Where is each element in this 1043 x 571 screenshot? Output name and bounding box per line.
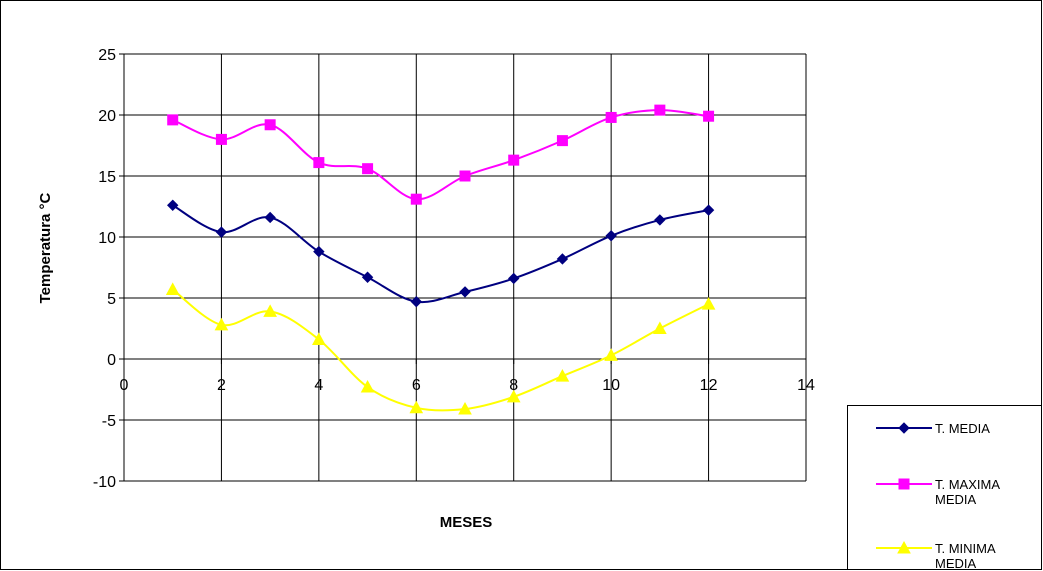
x-tick-label: 8 — [509, 377, 518, 394]
y-tick-label: -5 — [102, 413, 116, 430]
x-tick-label: 0 — [120, 377, 129, 394]
x-tick-label: 12 — [700, 377, 718, 394]
data-point-t-minima-media — [165, 282, 180, 295]
data-point-t-maxima-media — [362, 163, 374, 175]
data-point-t-minima-media — [458, 401, 472, 415]
legend-marker-t-maxima-media — [898, 478, 910, 490]
data-point-t-media — [459, 286, 471, 298]
data-point-t-maxima-media — [459, 170, 471, 182]
data-point-t-maxima-media — [410, 193, 422, 205]
y-tick-label: 25 — [98, 47, 116, 64]
series-t-minima-media — [165, 282, 716, 415]
x-tick-label: 4 — [314, 377, 323, 394]
series-t-maxima-media — [167, 104, 715, 205]
x-axis-label: MESES — [440, 514, 493, 531]
legend-label-t-maxima-media: T. MAXIMA — [935, 477, 1000, 492]
x-tick-label: 10 — [602, 377, 620, 394]
y-tick-label: 0 — [107, 352, 116, 369]
data-point-t-media — [605, 230, 617, 242]
legend-label-t-minima-media: T. MINIMA — [935, 541, 996, 556]
data-point-t-media — [215, 226, 228, 238]
x-tick-label: 6 — [412, 377, 421, 394]
data-point-t-media — [264, 211, 276, 224]
legend-label-t-minima-media: MEDIA — [935, 556, 977, 571]
data-point-t-minima-media — [263, 304, 277, 317]
data-point-t-media — [556, 253, 569, 265]
data-point-t-media — [361, 271, 374, 283]
y-tick-label: 10 — [98, 230, 116, 247]
data-point-t-minima-media — [214, 317, 229, 331]
data-point-t-maxima-media — [508, 154, 520, 166]
legend-box — [847, 405, 1042, 570]
y-tick-label: 20 — [98, 108, 116, 125]
data-point-t-maxima-media — [215, 133, 227, 145]
data-point-t-maxima-media — [703, 110, 715, 122]
data-point-t-minima-media — [604, 348, 618, 361]
data-point-t-minima-media — [555, 369, 570, 382]
data-point-t-minima-media — [312, 332, 326, 345]
data-point-t-maxima-media — [605, 111, 617, 123]
data-point-t-minima-media — [701, 297, 716, 310]
series-t-media — [167, 199, 715, 308]
data-point-t-minima-media — [360, 380, 375, 393]
data-point-t-minima-media — [653, 321, 667, 334]
data-point-t-minima-media — [506, 389, 521, 403]
data-point-t-media — [654, 214, 666, 226]
y-tick-label: 15 — [98, 169, 116, 186]
legend-label-t-media: T. MEDIA — [935, 421, 990, 436]
data-point-t-maxima-media — [264, 119, 276, 131]
data-point-t-minima-media — [409, 400, 424, 414]
legend-item-t-media: T. MEDIA — [876, 421, 990, 436]
axes: -10 -5 0 5 10 15 20 25 0 2 4 6 8 10 12 14 — [93, 47, 815, 491]
series — [165, 104, 716, 415]
y-axis-label: Temperatura °C — [37, 192, 54, 303]
x-tick-label: 14 — [797, 377, 815, 394]
data-point-t-media — [313, 245, 325, 258]
legend-marker-t-media — [898, 422, 910, 434]
data-point-t-maxima-media — [313, 157, 325, 169]
data-point-t-maxima-media — [167, 114, 179, 126]
legend-marker-t-minima-media — [897, 540, 911, 554]
data-point-t-media — [410, 295, 422, 308]
x-tick-label: 2 — [217, 377, 226, 394]
data-point-t-media — [167, 199, 179, 211]
legend-label-t-maxima-media: MEDIA — [935, 492, 977, 507]
data-point-t-media — [702, 204, 715, 216]
data-point-t-maxima-media — [556, 135, 568, 147]
data-point-t-media — [508, 272, 520, 285]
y-tick-label: 5 — [107, 291, 116, 308]
data-point-t-maxima-media — [654, 104, 666, 116]
y-tick-label: -10 — [93, 474, 116, 491]
